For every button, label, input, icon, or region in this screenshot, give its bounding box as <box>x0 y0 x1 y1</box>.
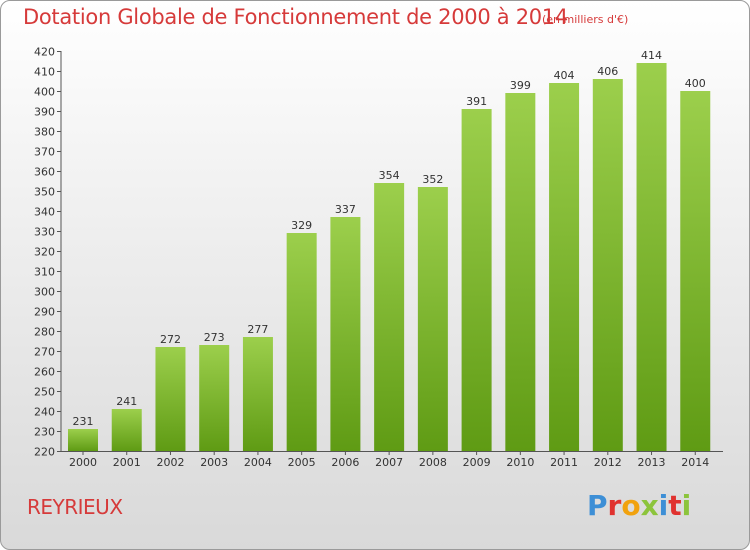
bar-2002 <box>155 347 186 451</box>
logo-letter: o <box>621 489 641 522</box>
bar-2009 <box>461 109 492 451</box>
x-tick-label-2009: 2009 <box>463 456 491 469</box>
bar-2014 <box>680 91 711 451</box>
y-tick-label: 380 <box>34 126 55 139</box>
x-tick-label-2006: 2006 <box>331 456 359 469</box>
chart-title: Dotation Globale de Fonctionnement de 20… <box>23 5 568 29</box>
value-label-2003: 273 <box>204 331 225 344</box>
bar-2001 <box>111 409 142 451</box>
y-tick-label: 230 <box>34 426 55 439</box>
value-label-2008: 352 <box>422 173 443 186</box>
x-tick-label-2005: 2005 <box>288 456 316 469</box>
y-tick-label: 290 <box>34 306 55 319</box>
value-label-2007: 354 <box>379 169 400 182</box>
x-tick-label-2012: 2012 <box>594 456 622 469</box>
x-tick-label-2013: 2013 <box>638 456 666 469</box>
value-labels: 231 241 272 273 277 329 337 354 352 391 399 404 406 4… <box>73 49 706 428</box>
value-label-2014: 400 <box>685 77 706 90</box>
bars <box>68 63 711 451</box>
y-tick-label: 320 <box>34 246 55 259</box>
y-tick-label: 400 <box>34 86 55 99</box>
value-label-2005: 329 <box>291 219 312 232</box>
y-tick-label: 240 <box>34 406 55 419</box>
value-label-2012: 406 <box>597 65 618 78</box>
y-tick-label: 410 <box>34 66 55 79</box>
y-tick-label: 300 <box>34 286 55 299</box>
y-tick-label: 420 <box>34 46 55 59</box>
y-tick-label: 390 <box>34 106 55 119</box>
axes: 220 230 240 250 260 270 280 290 300 310 320 330 340 3… <box>34 46 723 469</box>
y-tick-label: 280 <box>34 326 55 339</box>
x-tick-label-2000: 2000 <box>69 456 97 469</box>
logo-letter: P <box>587 489 608 522</box>
value-label-2013: 414 <box>641 49 662 62</box>
x-tick-label-2007: 2007 <box>375 456 403 469</box>
bar-2006 <box>330 217 361 451</box>
bar-2013 <box>636 63 667 451</box>
y-tick-label: 310 <box>34 266 55 279</box>
x-tick-label-2011: 2011 <box>550 456 578 469</box>
y-tick-label: 220 <box>34 446 55 459</box>
y-tick-label: 250 <box>34 386 55 399</box>
x-tick-label-2008: 2008 <box>419 456 447 469</box>
bar-2003 <box>199 345 230 451</box>
value-label-2006: 337 <box>335 203 356 216</box>
y-tick-label: 360 <box>34 166 55 179</box>
value-label-2010: 399 <box>510 79 531 92</box>
bar-2007 <box>374 183 405 451</box>
x-tick-label-2002: 2002 <box>156 456 184 469</box>
x-tick-label-2001: 2001 <box>113 456 141 469</box>
y-tick-label: 350 <box>34 186 55 199</box>
logo-letter: t <box>668 489 682 522</box>
value-label-2000: 231 <box>73 415 94 428</box>
y-tick-label: 270 <box>34 346 55 359</box>
x-tick-label-2004: 2004 <box>244 456 272 469</box>
bar-2008 <box>417 187 448 451</box>
logo-letter: i <box>681 489 692 522</box>
x-tick-label-2003: 2003 <box>200 456 228 469</box>
y-tick-label: 370 <box>34 146 55 159</box>
bar-2011 <box>549 83 580 451</box>
place-name: REYRIEUX <box>27 495 123 519</box>
value-label-2001: 241 <box>116 395 137 408</box>
x-tick-label-2010: 2010 <box>506 456 534 469</box>
y-tick-label: 260 <box>34 366 55 379</box>
x-tick-label-2014: 2014 <box>681 456 709 469</box>
logo-letter: i <box>658 489 669 522</box>
value-label-2004: 277 <box>247 323 268 336</box>
bar-2000 <box>68 429 98 451</box>
value-label-2002: 272 <box>160 333 181 346</box>
bar-2004 <box>242 337 273 451</box>
bar-2010 <box>505 93 536 451</box>
proxiti-logo[interactable]: Proxiti <box>587 489 691 522</box>
y-tick-label: 330 <box>34 226 55 239</box>
bar-2012 <box>592 79 623 451</box>
chart-unit: (en milliers d'€) <box>542 13 629 26</box>
value-label-2009: 391 <box>466 95 487 108</box>
value-label-2011: 404 <box>554 69 575 82</box>
logo-letter: r <box>607 489 622 522</box>
logo-letter: x <box>640 489 659 522</box>
bar-2005 <box>286 233 317 451</box>
y-tick-label: 340 <box>34 206 55 219</box>
